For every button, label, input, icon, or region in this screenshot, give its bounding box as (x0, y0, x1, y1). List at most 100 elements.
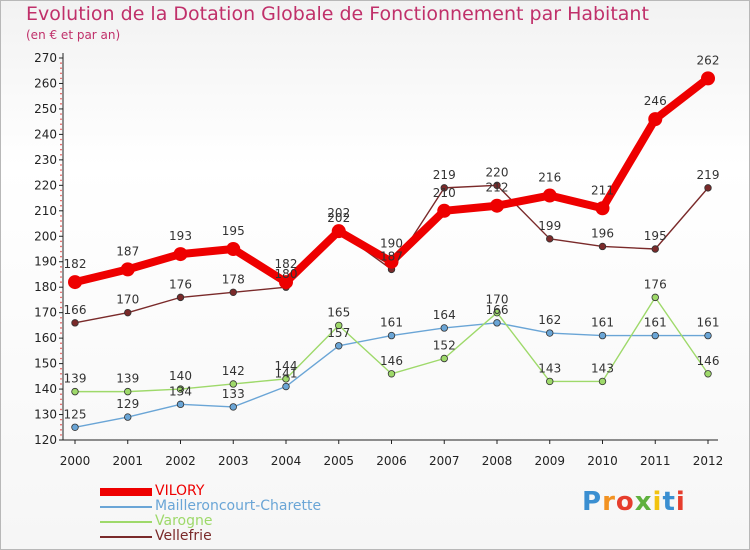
y-tick-label: 240 (34, 127, 57, 141)
data-point (546, 329, 554, 337)
y-tick-label: 200 (34, 229, 57, 243)
x-tick-label: 2006 (376, 454, 407, 468)
x-tick-label: 2007 (429, 454, 460, 468)
data-point (229, 380, 237, 388)
y-minor-tick (60, 291, 62, 294)
data-label: 219 (697, 168, 720, 182)
y-minor-tick (60, 113, 62, 115)
y-tick-label: 170 (34, 306, 57, 320)
y-minor-tick (60, 301, 62, 304)
data-label: 216 (538, 171, 561, 185)
data-label: 199 (538, 219, 561, 233)
y-tick-label: 220 (34, 178, 57, 192)
y-tick-label: 210 (34, 204, 57, 218)
data-point (335, 342, 343, 350)
y-minor-tick (60, 164, 62, 166)
data-label: 170 (486, 293, 509, 307)
x-tick-label: 2001 (112, 454, 143, 468)
y-minor-tick (60, 220, 62, 222)
data-label: 246 (644, 94, 667, 108)
y-minor-tick (60, 148, 62, 151)
data-label: 202 (327, 211, 350, 225)
y-minor-tick (60, 327, 62, 329)
data-label: 212 (486, 181, 509, 195)
legend-label: Vellefrie (155, 528, 212, 544)
y-minor-tick (60, 138, 62, 141)
legend-swatch (100, 506, 152, 508)
data-label: 140 (169, 369, 192, 383)
y-tick-label: 160 (34, 331, 57, 345)
data-label: 190 (380, 237, 403, 251)
y-minor-tick (60, 347, 62, 350)
data-label: 187 (380, 249, 403, 263)
x-tick-label: 2002 (165, 454, 196, 468)
data-point (176, 385, 185, 393)
data-point (282, 375, 290, 383)
data-label: 187 (116, 244, 139, 258)
y-minor-tick (60, 281, 62, 283)
data-point (71, 319, 79, 327)
y-minor-tick (60, 62, 62, 64)
data-label: 161 (644, 316, 667, 330)
data-point (493, 308, 501, 317)
data-point (282, 382, 290, 391)
y-minor-tick (60, 266, 62, 268)
y-tick-label: 140 (34, 382, 57, 396)
data-label: 129 (116, 397, 139, 411)
proxiti-logo: Proxiti (582, 487, 686, 517)
data-point (704, 184, 712, 192)
data-point (493, 181, 501, 190)
data-point (648, 112, 663, 127)
x-tick-label: 2003 (218, 454, 249, 468)
y-minor-tick (60, 429, 62, 431)
y-minor-tick (60, 342, 62, 345)
data-point (490, 198, 504, 213)
y-tick-label: 190 (34, 255, 57, 269)
data-point (71, 387, 79, 396)
x-tick-label: 2005 (323, 454, 354, 468)
chart-subtitle: (en € et par an) (26, 28, 121, 42)
data-point (598, 331, 607, 340)
data-point (440, 354, 448, 363)
x-tick-label: 2011 (640, 454, 671, 468)
y-minor-tick (60, 225, 62, 227)
data-label: 211 (591, 183, 614, 197)
legend-swatch (100, 521, 152, 523)
data-point (704, 370, 712, 378)
y-minor-tick (60, 240, 62, 243)
data-point (229, 403, 237, 411)
data-label: 143 (538, 361, 561, 375)
y-minor-tick (60, 215, 62, 217)
data-label: 202 (327, 206, 350, 220)
logo-letter: r (602, 487, 616, 517)
data-point (71, 423, 79, 431)
data-point (704, 331, 712, 340)
data-point (651, 293, 659, 302)
y-minor-tick (60, 199, 62, 202)
y-tick-label: 260 (34, 76, 57, 90)
data-point (437, 203, 452, 218)
data-point (176, 293, 185, 302)
data-label: 143 (591, 361, 614, 375)
y-minor-tick (60, 123, 62, 126)
y-tick-label: 180 (34, 280, 57, 294)
y-minor-tick (60, 357, 62, 360)
data-point (701, 71, 715, 86)
x-tick-label: 2000 (60, 454, 91, 468)
y-minor-tick (60, 403, 62, 406)
data-point (124, 413, 132, 421)
y-minor-tick (60, 352, 62, 355)
y-tick-label: 250 (34, 102, 57, 116)
data-label: 162 (538, 313, 561, 327)
data-label: 165 (327, 305, 350, 319)
chart-data-points (68, 71, 715, 431)
data-label: 178 (222, 272, 245, 286)
data-label: 144 (275, 359, 298, 373)
y-tick-label: 150 (34, 357, 57, 371)
data-point (335, 321, 343, 330)
y-minor-tick (60, 250, 62, 253)
x-tick-label: 2009 (534, 454, 565, 468)
data-label: 182 (275, 257, 298, 271)
data-point (176, 400, 185, 409)
x-tick-label: 2012 (693, 454, 724, 468)
